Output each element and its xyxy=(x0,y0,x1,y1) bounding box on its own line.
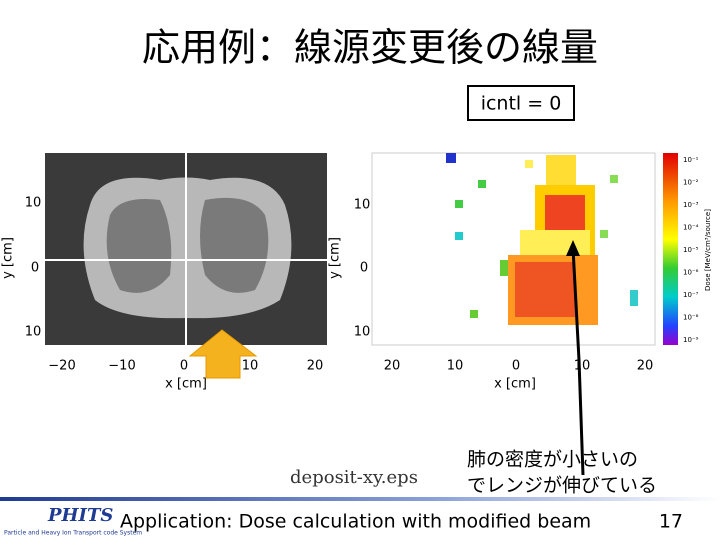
x-tick-label: 10 xyxy=(447,359,464,374)
colorbar-tick-label: 10⁻³ xyxy=(683,201,699,209)
x-tick-label: 0 xyxy=(180,359,188,374)
pointer-head xyxy=(566,240,580,256)
colorbar-tick-label: 10⁻² xyxy=(683,179,699,187)
note-line: でレンジが伸びている xyxy=(467,475,657,497)
footer-text: Application: Dose calculation with modif… xyxy=(120,511,591,533)
colorbar-tick-label: 10⁻⁴ xyxy=(683,224,699,232)
x-axis-label: x [cm] xyxy=(494,377,536,392)
y-tick-label: 10 xyxy=(25,196,42,211)
x-tick-label: −10 xyxy=(108,359,135,374)
colorbar-tick-label: 10⁻⁵ xyxy=(683,246,699,254)
y-tick-label: 10 xyxy=(25,325,42,340)
caption: deposit-xy.eps xyxy=(290,467,418,488)
ct-image xyxy=(45,153,327,345)
colorbar-tick-label: 10⁻⁹ xyxy=(683,336,699,344)
badge-box xyxy=(467,85,575,121)
y-tick-label: 10 xyxy=(354,325,371,340)
x-tick-label: −20 xyxy=(48,359,75,374)
x-tick-label: 20 xyxy=(307,359,324,374)
badge: icntl = 0 xyxy=(481,93,562,115)
footer-rule xyxy=(0,497,720,501)
colorbar-tick-label: 10⁻¹ xyxy=(683,156,699,164)
pointer-line xyxy=(571,247,585,476)
colorbar-tick-label: 10⁻⁶ xyxy=(683,269,699,277)
x-tick-label: 20 xyxy=(384,359,401,374)
note-line: 肺の密度が小さいの xyxy=(467,449,638,471)
y-tick-label: 0 xyxy=(31,261,39,276)
dose-map xyxy=(371,152,656,346)
x-tick-label: 10 xyxy=(574,359,591,374)
colorbar-label: Dose [MeV/cm³/source] xyxy=(704,209,712,291)
y-axis-label: y [cm] xyxy=(328,237,343,279)
page-number: 17 xyxy=(659,511,683,533)
x-axis-label: x [cm] xyxy=(165,377,207,392)
y-tick-label: 10 xyxy=(354,198,371,213)
logo-sub: Particle and Heavy Ion Transport code Sy… xyxy=(4,530,142,537)
colorbar xyxy=(663,153,678,345)
x-tick-label: 10 xyxy=(242,359,259,374)
y-axis-label: y [cm] xyxy=(1,237,16,279)
colorbar-tick-label: 10⁻⁷ xyxy=(683,291,699,299)
beam-arrow xyxy=(188,329,258,379)
colorbar-tick-label: 10⁻⁸ xyxy=(683,314,699,322)
x-tick-label: 0 xyxy=(512,359,520,374)
x-tick-label: 20 xyxy=(637,359,654,374)
title: 応用例：線源変更後の線量 xyxy=(142,26,598,70)
y-tick-label: 0 xyxy=(360,261,368,276)
logo: PHITS xyxy=(47,505,113,526)
